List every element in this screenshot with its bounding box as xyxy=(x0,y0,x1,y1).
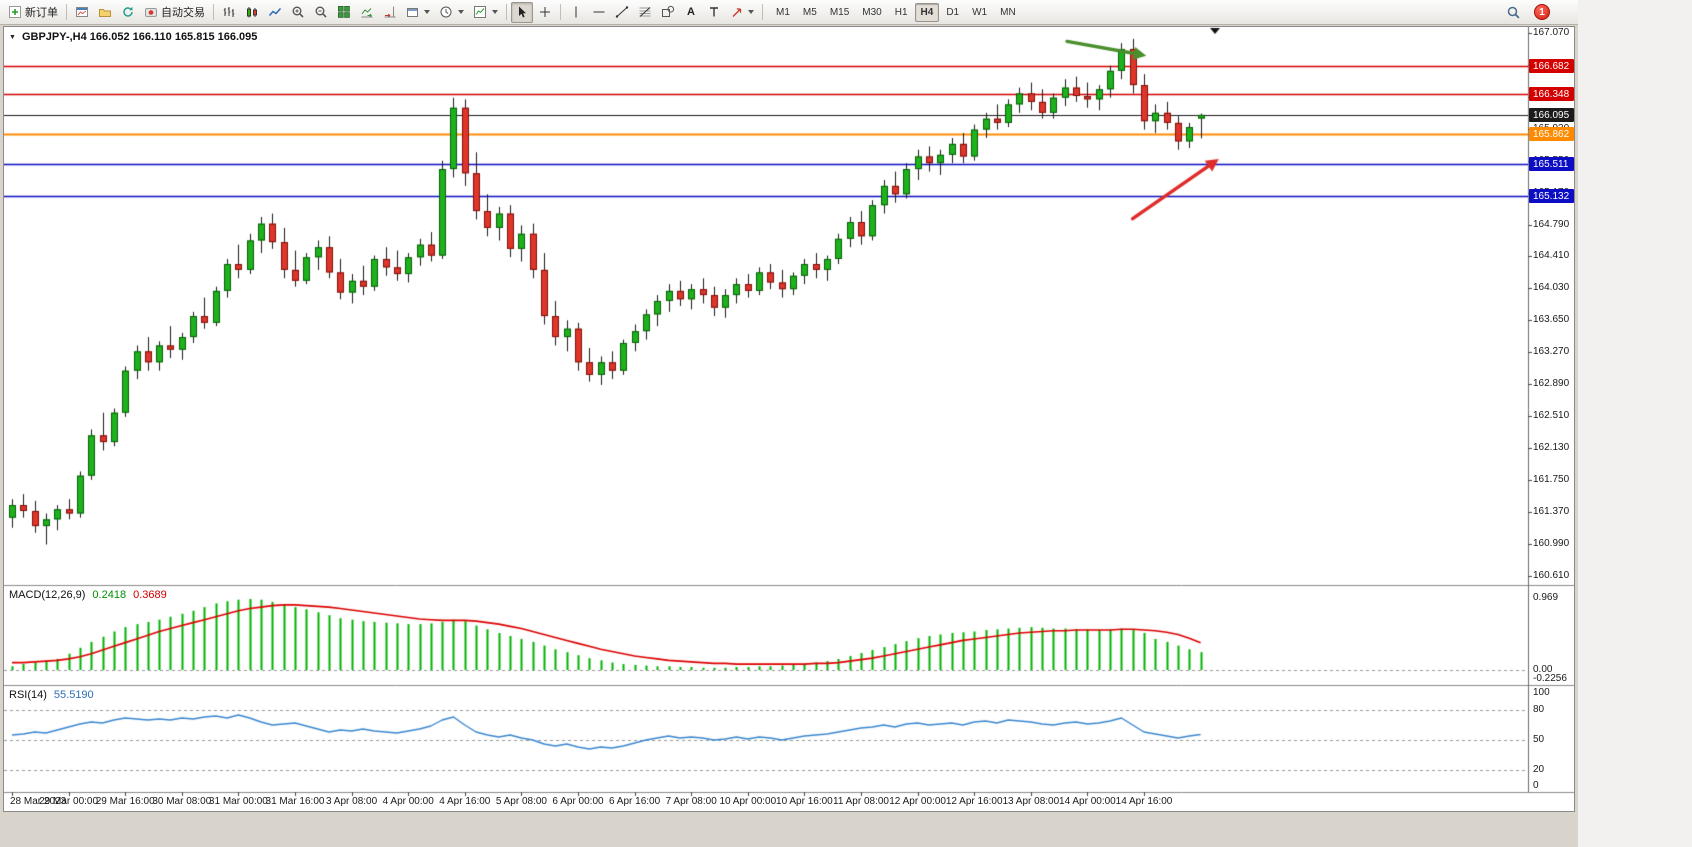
shapes-icon xyxy=(661,5,675,19)
horizontal-line-icon xyxy=(592,5,606,19)
search-icon xyxy=(1506,5,1521,20)
shapes-tool[interactable] xyxy=(657,2,679,23)
timeframe-m15[interactable]: M15 xyxy=(829,6,850,18)
toolbar-separator xyxy=(762,4,763,20)
autotrade-icon xyxy=(144,5,158,19)
price-chart-canvas[interactable] xyxy=(4,27,1574,811)
timeframe-m5[interactable]: M5 xyxy=(802,6,817,18)
toolbar-separator xyxy=(506,4,507,20)
chevron-down-icon xyxy=(492,10,498,14)
timeframe-h1[interactable]: H1 xyxy=(894,6,908,18)
bar-chart-type-button[interactable] xyxy=(218,2,240,23)
timeframe-d1[interactable]: D1 xyxy=(946,6,960,18)
search-button[interactable] xyxy=(1502,2,1525,23)
trading-terminal-window: 新订单 自动交易 A M1 M5 M15 M30 H1 H xyxy=(0,0,1578,847)
auto-scroll-icon xyxy=(360,5,374,19)
arrow-tool-icon xyxy=(730,6,743,19)
profiles-button[interactable] xyxy=(94,2,116,23)
notification-badge[interactable]: 1 xyxy=(1534,4,1550,20)
chart-window-gbpjpy-h4: ▼ GBPJPY-,H4 166.052 166.110 165.815 166… xyxy=(3,26,1575,812)
timeframe-m1[interactable]: M1 xyxy=(776,6,790,18)
trendline-icon xyxy=(615,5,629,19)
grid-icon xyxy=(337,5,351,19)
line-chart-type-button[interactable] xyxy=(264,2,286,23)
auto-scroll-button[interactable] xyxy=(356,2,378,23)
new-chart-icon xyxy=(75,5,89,19)
timeframe-m30[interactable]: M30 xyxy=(862,6,882,18)
cursor-button[interactable] xyxy=(511,1,533,23)
line-chart-icon xyxy=(268,5,282,19)
zoom-out-button[interactable] xyxy=(310,2,332,23)
template-dropdown[interactable] xyxy=(469,2,502,23)
chevron-down-icon xyxy=(748,10,754,14)
folder-icon xyxy=(98,5,112,19)
zoom-in-button[interactable] xyxy=(287,2,309,23)
main-toolbar: 新订单 自动交易 A M1 M5 M15 M30 H1 H xyxy=(0,0,1578,25)
horizontal-line-tool[interactable] xyxy=(588,2,610,23)
crosshair-button[interactable] xyxy=(534,2,556,23)
timeframe-group: M1 M5 M15 M30 H1 H4 D1 W1 MN xyxy=(770,2,1022,22)
timeframe-w1[interactable]: W1 xyxy=(972,6,988,18)
new-order-button[interactable]: 新订单 xyxy=(4,2,62,23)
new-order-icon xyxy=(8,5,22,19)
text-tool[interactable]: A xyxy=(680,2,702,23)
new-chart-button[interactable] xyxy=(71,2,93,23)
candlestick-type-button[interactable] xyxy=(241,2,263,23)
notification-count: 1 xyxy=(1539,6,1545,18)
new-order-label: 新订单 xyxy=(25,7,58,19)
ohlc-bars-icon xyxy=(222,5,236,19)
fibonacci-tool[interactable] xyxy=(634,2,656,23)
clock-icon xyxy=(439,5,453,19)
cursor-icon xyxy=(515,5,529,19)
chart-shift-icon xyxy=(383,5,397,19)
timeframe-mn[interactable]: MN xyxy=(1000,6,1016,18)
chevron-down-icon xyxy=(458,10,464,14)
toolbar-separator xyxy=(66,4,67,20)
tile-windows-button[interactable] xyxy=(333,2,355,23)
zoom-in-icon xyxy=(291,5,305,19)
crosshair-icon xyxy=(538,5,552,19)
text-tool-icon: A xyxy=(687,6,695,18)
refresh-button[interactable] xyxy=(117,2,139,23)
new-window-dropdown[interactable] xyxy=(402,2,434,23)
text-label-icon xyxy=(707,5,721,19)
timeframe-h4[interactable]: H4 xyxy=(914,2,940,22)
window-icon xyxy=(406,6,419,19)
refresh-icon xyxy=(121,5,135,19)
arrows-tool-dropdown[interactable] xyxy=(726,2,758,23)
chevron-down-icon xyxy=(424,10,430,14)
period-dropdown[interactable] xyxy=(435,2,468,23)
chart-shift-button[interactable] xyxy=(379,2,401,23)
text-label-tool[interactable] xyxy=(703,2,725,23)
zoom-out-icon xyxy=(314,5,328,19)
autotrade-label: 自动交易 xyxy=(161,7,205,19)
autotrade-button[interactable]: 自动交易 xyxy=(140,2,209,23)
vertical-line-icon xyxy=(569,5,583,19)
fibonacci-icon xyxy=(638,5,652,19)
toolbar-separator xyxy=(213,4,214,20)
vertical-line-tool[interactable] xyxy=(565,2,587,23)
candlestick-icon xyxy=(245,5,259,19)
template-icon xyxy=(473,5,487,19)
toolbar-right-group: 1 xyxy=(1502,2,1550,23)
toolbar-separator xyxy=(560,4,561,20)
trendline-tool[interactable] xyxy=(611,2,633,23)
